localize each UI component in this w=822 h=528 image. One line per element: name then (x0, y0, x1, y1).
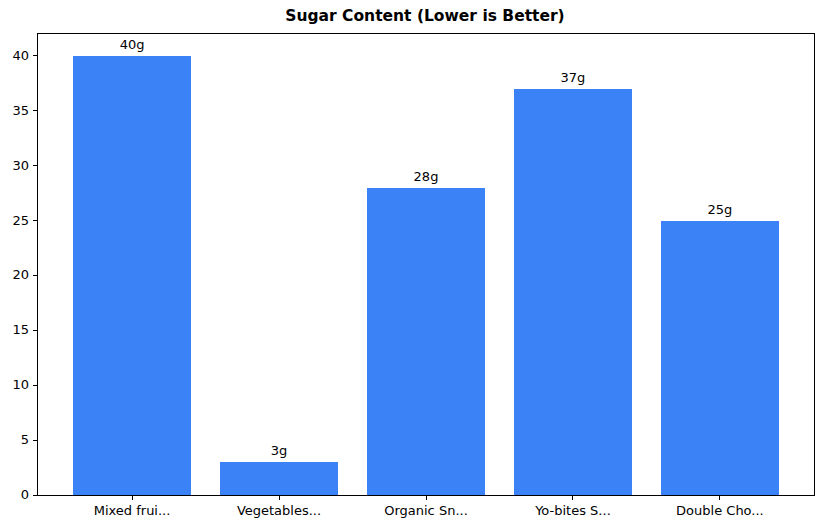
y-tick-label: 5 (0, 433, 29, 447)
bar-value-label: 28g (414, 170, 439, 184)
bar (220, 462, 338, 495)
x-tick-mark (132, 496, 133, 500)
y-tick-label: 15 (0, 323, 29, 337)
y-tick-mark (33, 385, 37, 386)
y-tick-mark (33, 165, 37, 166)
x-tick-label: Organic Sn... (346, 503, 506, 518)
y-tick-label: 30 (0, 159, 29, 173)
y-tick-mark (33, 275, 37, 276)
y-tick-mark (33, 495, 37, 496)
y-tick-label: 10 (0, 378, 29, 392)
y-tick-mark (33, 330, 37, 331)
x-tick-label: Mixed frui... (52, 503, 212, 518)
y-tick-label: 40 (0, 49, 29, 63)
x-tick-mark (572, 496, 573, 500)
plot-area: 051015202530354040gMixed frui...3gVegeta… (37, 33, 815, 496)
x-tick-mark (426, 496, 427, 500)
x-tick-mark (719, 496, 720, 500)
y-tick-label: 35 (0, 104, 29, 118)
y-tick-mark (33, 440, 37, 441)
bar (367, 188, 485, 495)
chart-title: Sugar Content (Lower is Better) (37, 7, 813, 25)
bar (661, 221, 779, 495)
x-tick-label: Double Cho... (640, 503, 800, 518)
bar-value-label: 3g (271, 444, 288, 458)
x-tick-label: Yo-bites S... (493, 503, 653, 518)
bar (514, 89, 632, 495)
y-tick-label: 25 (0, 214, 29, 228)
y-tick-mark (33, 55, 37, 56)
y-tick-mark (33, 220, 37, 221)
bar (73, 56, 191, 495)
bar-value-label: 25g (708, 203, 733, 217)
y-tick-label: 20 (0, 268, 29, 282)
x-tick-label: Vegetables... (199, 503, 359, 518)
bar-value-label: 37g (561, 71, 586, 85)
bar-chart-figure: Sugar Content (Lower is Better) 05101520… (0, 0, 822, 528)
y-tick-mark (33, 110, 37, 111)
y-tick-label: 0 (0, 488, 29, 502)
x-tick-mark (279, 496, 280, 500)
bar-value-label: 40g (120, 38, 145, 52)
